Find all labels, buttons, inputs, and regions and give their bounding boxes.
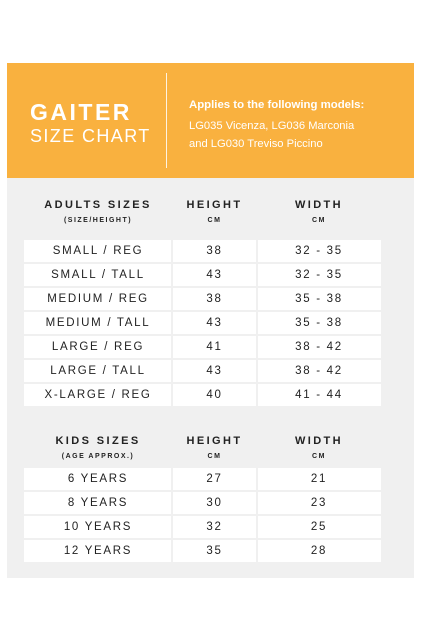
column-divider bbox=[256, 468, 258, 490]
table-row: MEDIUM / REG 38 35 - 38 bbox=[24, 288, 381, 310]
table-row: 12 YEARS 35 28 bbox=[24, 540, 381, 562]
height-cell: 32 bbox=[206, 521, 223, 533]
width-cell: 32 - 35 bbox=[295, 269, 343, 281]
column-divider bbox=[171, 288, 173, 310]
adults-width-title: WIDTH bbox=[294, 199, 344, 211]
chart-header: GAITER SIZE CHART Applies to the followi… bbox=[7, 63, 414, 178]
kids-size-title: KIDS SIZES bbox=[55, 435, 141, 447]
table-row: SMALL / REG 38 32 - 35 bbox=[24, 240, 381, 262]
width-cell: 41 - 44 bbox=[295, 389, 343, 401]
width-cell: 38 - 42 bbox=[295, 341, 343, 353]
column-divider bbox=[256, 384, 258, 406]
column-divider bbox=[256, 492, 258, 514]
kids-width-unit: CM bbox=[312, 453, 326, 460]
adults-size-subtitle: (SIZE/HEIGHT) bbox=[63, 217, 133, 224]
kids-size-subtitle: (AGE APPROX.) bbox=[61, 453, 135, 460]
size-cell: LARGE / TALL bbox=[50, 365, 146, 377]
column-divider bbox=[256, 360, 258, 382]
height-cell: 27 bbox=[206, 473, 223, 485]
column-divider bbox=[171, 384, 173, 406]
size-cell: 10 YEARS bbox=[63, 521, 133, 533]
column-divider bbox=[171, 264, 173, 286]
kids-height-unit: CM bbox=[207, 453, 222, 460]
height-cell: 40 bbox=[206, 389, 223, 401]
width-cell: 32 - 35 bbox=[295, 245, 343, 257]
size-cell: SMALL / TALL bbox=[51, 269, 145, 281]
size-cell: 6 YEARS bbox=[67, 473, 129, 485]
height-cell: 30 bbox=[206, 497, 223, 509]
size-chart-card: GAITER SIZE CHART Applies to the followi… bbox=[7, 63, 414, 578]
applies-label: Applies to the following models: bbox=[189, 99, 365, 111]
table-row: 6 YEARS 27 21 bbox=[24, 468, 381, 490]
column-divider bbox=[256, 516, 258, 538]
adults-height-header: HEIGHT CM bbox=[172, 199, 257, 224]
kids-size-header: KIDS SIZES (AGE APPROX.) bbox=[24, 435, 172, 460]
kids-height-header: HEIGHT CM bbox=[172, 435, 257, 460]
width-cell: 23 bbox=[310, 497, 328, 509]
size-cell: 8 YEARS bbox=[67, 497, 129, 509]
height-cell: 43 bbox=[206, 317, 223, 329]
height-cell: 38 bbox=[206, 245, 223, 257]
height-cell: 41 bbox=[206, 341, 223, 353]
column-divider bbox=[256, 336, 258, 358]
adults-size-header: ADULTS SIZES (SIZE/HEIGHT) bbox=[24, 199, 172, 224]
table-row: 8 YEARS 30 23 bbox=[24, 492, 381, 514]
height-cell: 38 bbox=[206, 293, 223, 305]
chart-title: GAITER bbox=[30, 99, 132, 125]
column-divider bbox=[256, 264, 258, 286]
column-divider bbox=[256, 312, 258, 334]
width-cell: 28 bbox=[310, 545, 328, 557]
width-cell: 38 - 42 bbox=[295, 365, 343, 377]
table-row: 10 YEARS 32 25 bbox=[24, 516, 381, 538]
table-row: X-LARGE / REG 40 41 - 44 bbox=[24, 384, 381, 406]
models-line-2: and LG030 Treviso Piccino bbox=[189, 138, 323, 150]
column-divider bbox=[171, 312, 173, 334]
size-cell: 12 YEARS bbox=[63, 545, 133, 557]
column-divider bbox=[171, 516, 173, 538]
table-row: LARGE / TALL 43 38 - 42 bbox=[24, 360, 381, 382]
height-cell: 43 bbox=[206, 269, 223, 281]
adults-size-title: ADULTS SIZES bbox=[44, 199, 152, 211]
column-divider bbox=[171, 360, 173, 382]
column-divider bbox=[171, 540, 173, 562]
size-cell: SMALL / REG bbox=[52, 245, 144, 257]
chart-subtitle: SIZE CHART bbox=[30, 126, 151, 146]
width-cell: 25 bbox=[310, 521, 328, 533]
column-divider bbox=[171, 492, 173, 514]
kids-height-title: HEIGHT bbox=[186, 435, 243, 447]
column-divider bbox=[256, 540, 258, 562]
column-divider bbox=[256, 240, 258, 262]
models-line-1: LG035 Vicenza, LG036 Marconia bbox=[189, 120, 355, 132]
size-cell: X-LARGE / REG bbox=[44, 389, 152, 401]
column-divider bbox=[171, 468, 173, 490]
header-divider bbox=[166, 73, 167, 168]
kids-width-title: WIDTH bbox=[294, 435, 344, 447]
width-cell: 21 bbox=[310, 473, 328, 485]
table-row: MEDIUM / TALL 43 35 - 38 bbox=[24, 312, 381, 334]
adults-height-unit: CM bbox=[207, 217, 222, 224]
table-row: LARGE / REG 41 38 - 42 bbox=[24, 336, 381, 358]
height-cell: 35 bbox=[206, 545, 223, 557]
adults-width-unit: CM bbox=[312, 217, 326, 224]
table-row: SMALL / TALL 43 32 - 35 bbox=[24, 264, 381, 286]
column-divider bbox=[256, 288, 258, 310]
width-cell: 35 - 38 bbox=[295, 293, 343, 305]
size-cell: MEDIUM / REG bbox=[47, 293, 149, 305]
height-cell: 43 bbox=[206, 365, 223, 377]
kids-width-header: WIDTH CM bbox=[257, 435, 381, 460]
column-divider bbox=[171, 240, 173, 262]
adults-width-header: WIDTH CM bbox=[257, 199, 381, 224]
size-cell: LARGE / REG bbox=[51, 341, 145, 353]
width-cell: 35 - 38 bbox=[295, 317, 343, 329]
size-cell: MEDIUM / TALL bbox=[45, 317, 151, 329]
column-divider bbox=[171, 336, 173, 358]
models-list: LG035 Vicenza, LG036 Marconia and LG030 … bbox=[189, 117, 404, 153]
adults-height-title: HEIGHT bbox=[186, 199, 243, 211]
